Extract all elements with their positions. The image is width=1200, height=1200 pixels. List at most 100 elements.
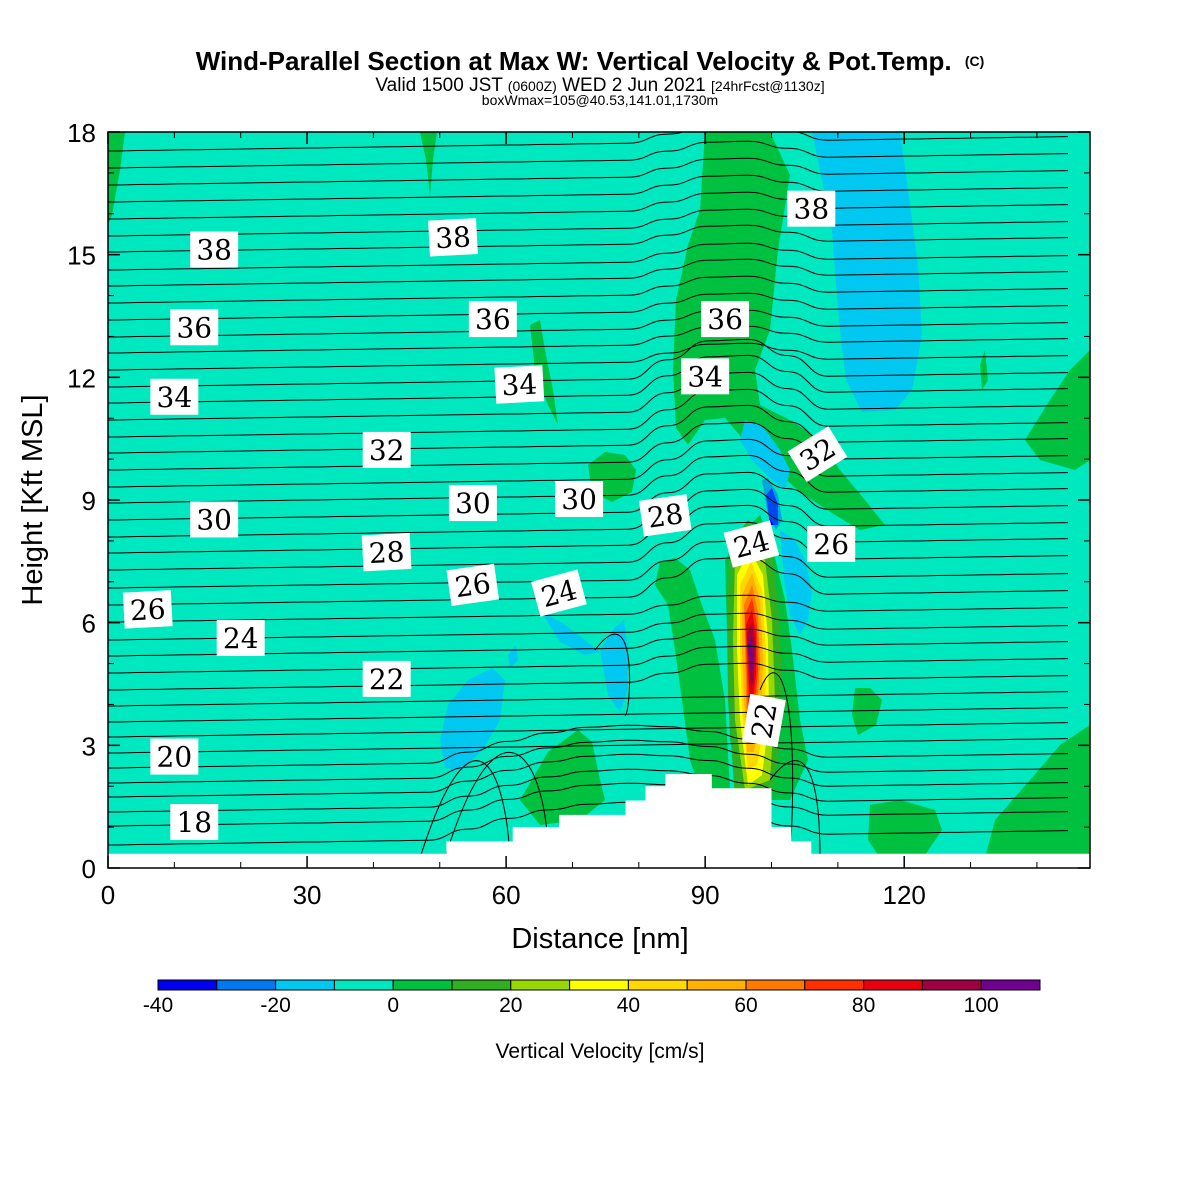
theta-label-text: 34 [687, 360, 723, 393]
theta-contour-line [108, 224, 1069, 253]
theta-label: 26 [807, 525, 856, 562]
theta-label-text: 30 [455, 487, 491, 520]
theta-label: 38 [428, 218, 478, 257]
colorbar-tick-label: 80 [852, 994, 875, 1017]
theta-label-box [531, 569, 587, 617]
theta-contour-line [108, 438, 1069, 488]
theta-label-box [448, 485, 497, 522]
x-tick-label: 90 [691, 880, 720, 910]
theta-label: 34 [494, 365, 545, 404]
theta-label-box [468, 301, 517, 338]
downdraft-region-low-left [440, 668, 505, 770]
colorbar-swatch [980, 979, 1041, 991]
theta-contour-line [108, 739, 1069, 784]
theta-label-box [681, 358, 730, 395]
theta-label-text: 30 [561, 483, 597, 516]
chart-title-main: Wind-Parallel Section at Max W: Vertical… [196, 46, 952, 76]
colorbar-swatch [745, 979, 806, 991]
theta-contour-line [108, 691, 1069, 707]
colorbar-tick-label: 0 [387, 994, 399, 1017]
downdraft-regions [440, 132, 922, 770]
theta-contour-line [108, 488, 1069, 538]
colorbar-swatch [451, 979, 512, 991]
theta-contour-loop [769, 760, 821, 859]
theta-label-text: 30 [196, 503, 232, 536]
theta-label: 36 [468, 301, 517, 338]
y-tick-label: 6 [82, 609, 96, 639]
theta-contour-line [108, 388, 1069, 438]
chart-title: Wind-Parallel Section at Max W: Vertical… [196, 46, 985, 76]
theta-label-text: 36 [475, 303, 511, 336]
theta-label-text: 38 [434, 220, 471, 255]
updraft-region-center-tall [673, 132, 885, 530]
theta-contour-line [108, 724, 1069, 769]
colorbar-tick-label: 40 [617, 994, 640, 1017]
theta-label-text: 34 [157, 381, 193, 414]
theta-contour-line [108, 645, 1069, 674]
theta-label-box [361, 532, 412, 572]
theta-label-box [170, 309, 219, 346]
theta-label: 26 [446, 563, 500, 607]
theta-contour-line [108, 191, 1069, 220]
theta-label: 24 [531, 569, 587, 617]
theta-label-box [807, 525, 856, 562]
theta-label-text: 32 [369, 434, 405, 467]
colorbar-swatch [686, 979, 747, 991]
theta-contour-line [108, 628, 1069, 657]
colorbar-swatch [627, 979, 688, 991]
colorbar-swatch [863, 979, 923, 991]
theta-label-box [150, 378, 199, 415]
theta-label-text: 18 [176, 806, 212, 839]
theta-label-box [787, 190, 836, 227]
y-tick-label: 18 [67, 118, 96, 148]
colorbar-title: Vertical Velocity [cm/s] [496, 1040, 705, 1063]
x-axis-title: Distance [nm] [511, 923, 688, 955]
theta-contour-loop [419, 760, 511, 859]
theta-label-text: 26 [813, 528, 849, 561]
updraft-region-right-column [980, 350, 988, 390]
theta-contour-line [108, 504, 1069, 554]
theta-label: 28 [638, 494, 692, 537]
theta-contour-line [108, 338, 1069, 388]
theta-contour-line [108, 132, 1069, 152]
colorbar-swatch [216, 979, 277, 991]
theta-contour-line [108, 556, 1069, 606]
colorbar-swatch [333, 979, 394, 991]
theta-contour-line [108, 208, 1069, 237]
colorbar-swatch [157, 979, 218, 991]
valid-prefix: Valid 1500 JST [375, 75, 503, 96]
theta-label: 24 [723, 520, 780, 568]
theta-contour-line [108, 242, 1069, 271]
theta-label-text: 26 [129, 592, 166, 627]
downdraft-region-mid-left [540, 610, 600, 655]
theta-label-text: 26 [453, 567, 493, 605]
valid-time-line: Valid 1500 JST (0600Z) WED 2 Jun 2021 [2… [375, 75, 824, 96]
theta-label-text: 20 [157, 741, 193, 774]
theta-label-text: 22 [745, 700, 784, 741]
theta-label: 30 [555, 481, 604, 517]
theta-label-text: 28 [645, 497, 685, 535]
theta-label: 38 [787, 190, 836, 227]
x-tick-label: 120 [883, 880, 926, 910]
colorbar: -40 -20 0 20 40 60 80 100 [143, 979, 1041, 1017]
theta-label-box [741, 693, 786, 748]
theta-contour-line [108, 174, 1069, 203]
theta-contour-line [108, 258, 1069, 287]
updraft-region-small-right [852, 688, 882, 735]
theta-label: 38 [190, 231, 239, 268]
theta-contour-line [108, 753, 1069, 798]
valid-zulu: (0600Z) [508, 78, 557, 94]
forecast-info: [24hrFcst@1130z] [711, 78, 825, 94]
theta-label-box [216, 620, 265, 657]
theta-label-box [190, 501, 239, 538]
theta-label: 26 [122, 590, 173, 629]
chart-title-copyright: (C) [965, 53, 984, 69]
theta-label-text: 36 [707, 303, 743, 336]
theta-label-text: 24 [223, 622, 259, 655]
theta-contour-line [108, 707, 1069, 723]
theta-label: 34 [681, 358, 730, 395]
theta-contour-line [108, 325, 1069, 354]
theta-label-box [723, 520, 780, 568]
